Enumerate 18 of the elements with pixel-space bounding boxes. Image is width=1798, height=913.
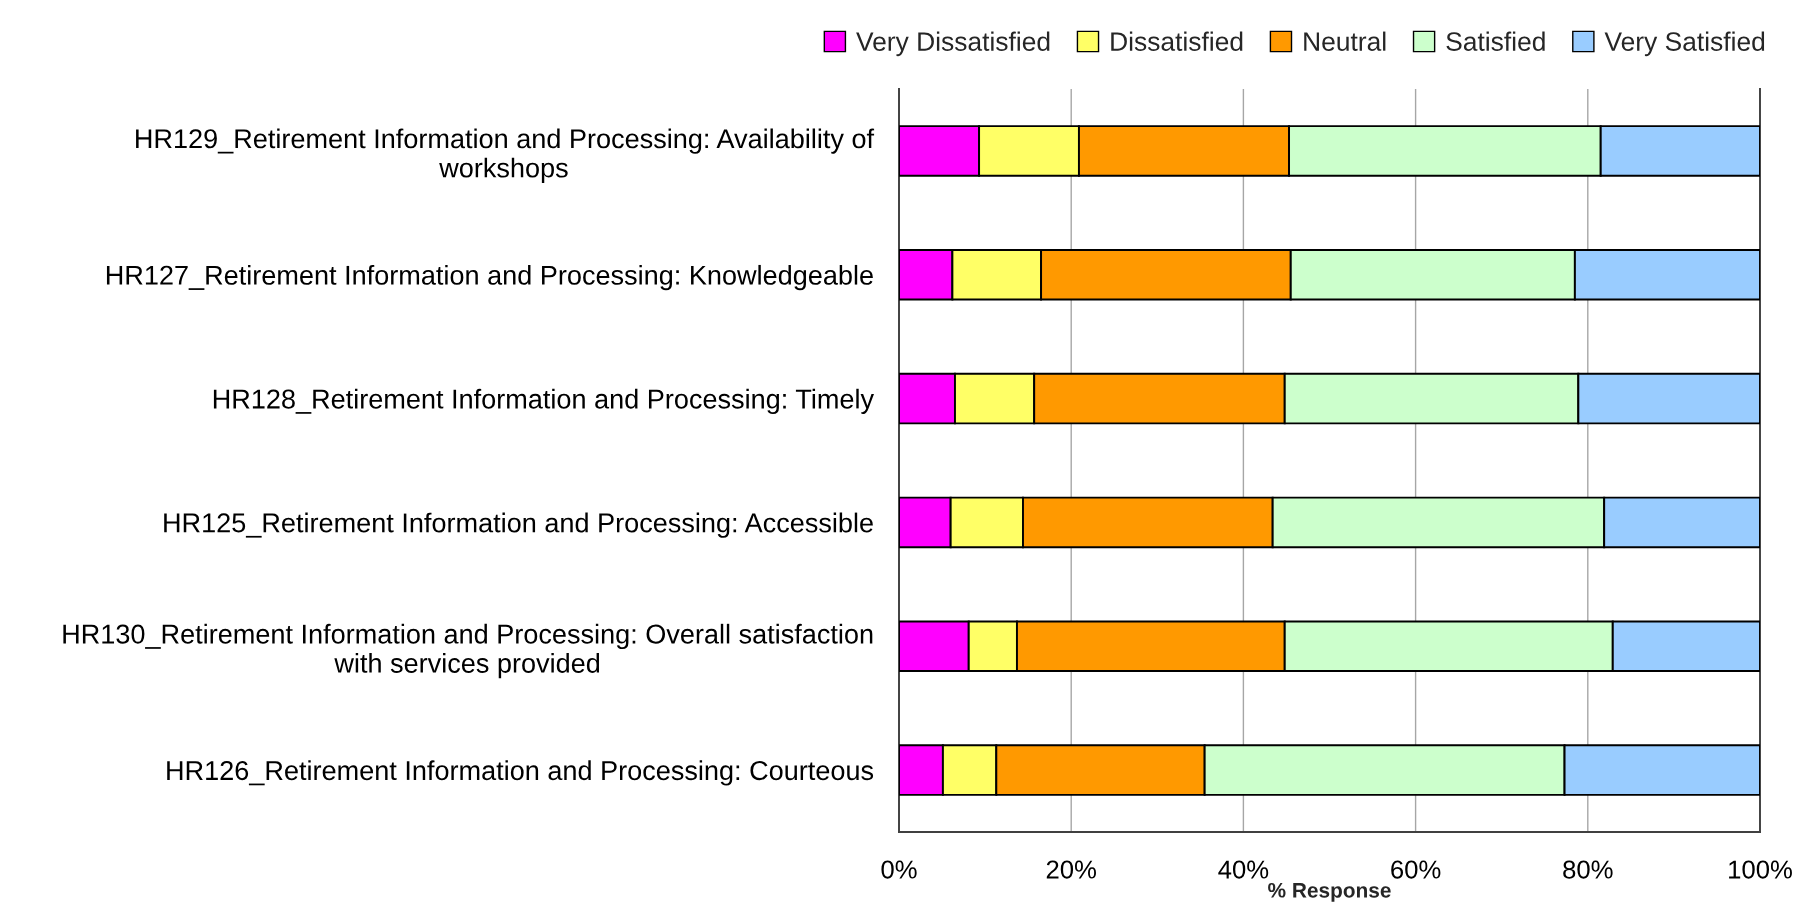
x-tick-label: 80% [1563, 860, 1613, 879]
x-tick-label: 20% [1046, 860, 1096, 879]
y-tick-label: HR128_Retirement Information and Processing: Timely [213, 388, 874, 415]
y-tick-label: HR126_Retirement Information and Processing: Courteous [167, 760, 874, 786]
legend-label: Dissatisfied [1111, 31, 1243, 51]
legend-label: Very Satisfied [1604, 31, 1765, 57]
x-tick-label: 100% [1729, 860, 1792, 879]
x-tick-label: 0% [881, 860, 917, 879]
y-tick-label: HR130_Retirement Information and Processing: Overall satisfaction with services provided [63, 623, 873, 679]
y-tick-label: HR127_Retirement Information and Processing: Knowledgeable [106, 264, 873, 291]
legend-label: Very Dissatisfied [856, 31, 1050, 57]
y-tick-label: HR129_Retirement Information and Processing: Availability of workshops [136, 128, 875, 183]
x-tick-label: 40% [1218, 860, 1269, 879]
x-axis-title: % Response [1268, 882, 1391, 902]
x-tick-label: 60% [1391, 860, 1441, 879]
y-tick-label: HR125_Retirement Information and Processing: Accessible [164, 512, 873, 538]
legend-label: Neutral [1304, 31, 1386, 51]
legend-label: Satisfied [1446, 31, 1545, 51]
